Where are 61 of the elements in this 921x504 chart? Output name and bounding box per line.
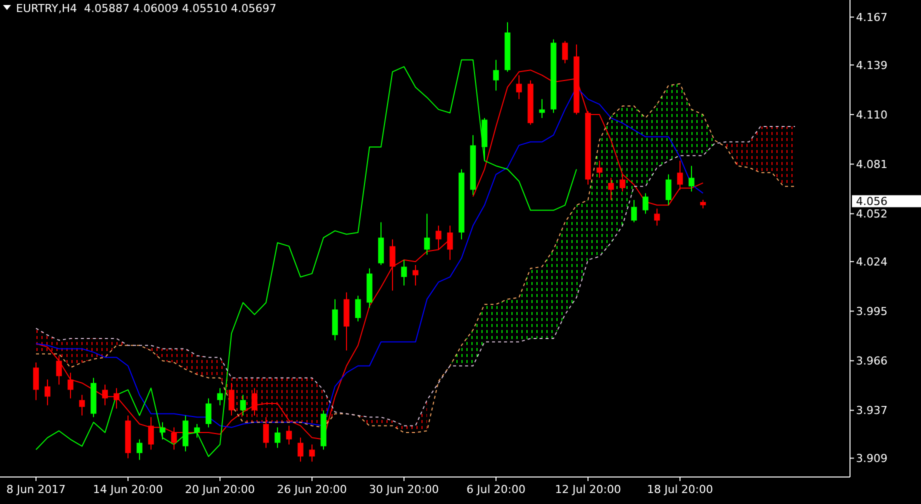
x-tick-label: 6 Jul 20:00 <box>466 483 526 496</box>
candlestick <box>631 200 637 223</box>
y-tick-label: 4.139 <box>856 58 888 72</box>
candlestick <box>355 295 361 322</box>
candlestick <box>309 444 315 462</box>
candlestick <box>68 372 74 399</box>
candlestick <box>390 238 396 292</box>
candlestick <box>642 192 648 214</box>
y-tick-label: 4.081 <box>856 158 888 171</box>
candlestick <box>194 424 200 438</box>
line-series <box>36 59 577 457</box>
candlestick <box>412 264 418 286</box>
x-tick-label: 26 Jun 20:00 <box>277 483 347 496</box>
candlestick <box>263 416 269 448</box>
candlestick <box>688 165 694 192</box>
x-tick-label: 14 Jun 20:00 <box>93 483 163 496</box>
candlestick <box>33 362 39 401</box>
candlestick <box>424 213 430 256</box>
candlestick <box>654 208 660 226</box>
candlestick <box>136 438 142 460</box>
candlestick <box>516 74 522 100</box>
y-tick-label: 4.167 <box>856 10 888 24</box>
x-tick-label: 8 Jun 2017 <box>6 483 66 496</box>
y-tick-label: 4.110 <box>856 108 888 122</box>
candlestick <box>240 394 246 416</box>
candlestick <box>493 59 499 92</box>
candlestick <box>447 225 453 260</box>
x-tick-label: 18 Jul 20:00 <box>647 483 713 496</box>
candlestick <box>274 426 280 448</box>
candlestick <box>401 259 407 286</box>
y-tick-label: 4.052 <box>856 208 888 221</box>
x-tick-label: 12 Jul 20:00 <box>555 483 621 496</box>
candlestick <box>539 98 545 118</box>
candlestick <box>666 174 672 206</box>
y-tick-label: 3.937 <box>856 404 888 418</box>
candlestick <box>286 425 292 446</box>
candlestick <box>298 437 304 462</box>
candlestick <box>436 225 442 250</box>
candlestick <box>206 398 212 428</box>
y-tick-label: 4.024 <box>856 255 888 268</box>
candlestick <box>44 379 50 406</box>
candlestick <box>620 174 626 192</box>
candlestick <box>79 394 85 416</box>
candlestick <box>217 388 223 406</box>
candlestick <box>608 177 614 201</box>
chart-title: EURTRY,H4 4.05887 4.06009 4.05510 4.05697 <box>16 2 276 15</box>
y-tick-label: 3.966 <box>856 354 888 368</box>
x-tick-label: 30 Jun 20:00 <box>369 483 439 496</box>
y-tick-label: 3.909 <box>856 452 888 466</box>
candlestick <box>596 160 602 178</box>
candlestick <box>252 388 258 416</box>
x-tick-label: 20 Jun 20:00 <box>185 483 255 496</box>
candlestick <box>56 355 62 386</box>
candlestick <box>114 388 120 410</box>
candlestick <box>228 382 234 416</box>
text: 4.056 <box>856 195 888 208</box>
candlestick <box>102 384 108 406</box>
y-tick-label: 3.995 <box>856 305 888 318</box>
candlestick <box>562 40 568 64</box>
candlestick <box>160 422 166 440</box>
candlestick <box>677 160 683 190</box>
